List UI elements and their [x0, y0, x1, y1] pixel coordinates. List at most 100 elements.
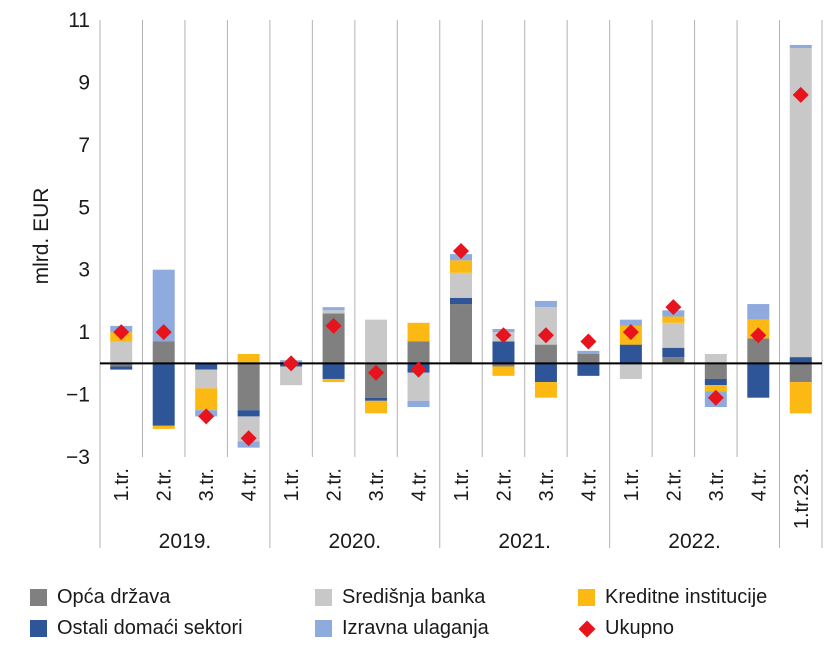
- y-tick-labels: −3 −1 1 3 5 7 9 11: [66, 9, 90, 469]
- legend-item-ukupno: Ukupno: [578, 617, 674, 640]
- bar-segment: [237, 410, 260, 417]
- legend-label: Središnja banka: [342, 586, 486, 608]
- group-label: 2022.: [668, 530, 721, 553]
- bar-segment: [789, 48, 812, 358]
- legend-swatch: [30, 589, 47, 606]
- bar-segment: [407, 400, 430, 408]
- bar-segment: [152, 363, 175, 426]
- legend-swatch: [30, 620, 47, 637]
- x-tick-label: 4.tr.: [409, 468, 431, 501]
- bar-segment: [492, 366, 515, 376]
- total-marker: [240, 430, 257, 447]
- x-tick-label: 1.tr.: [621, 468, 643, 501]
- legend-item-ostali-domaci-sektori: Ostali domaći sektori: [30, 617, 243, 640]
- bar-segment: [407, 372, 430, 401]
- legend-item-izravna-ulaganja: Izravna ulaganja: [315, 617, 489, 640]
- bar-segment: [110, 341, 133, 364]
- group-labels: 2019. 2020. 2021. 2022.: [159, 530, 721, 553]
- category-separators: [99, 20, 823, 548]
- bar-segment: [450, 304, 472, 364]
- total-marker: [580, 333, 597, 350]
- total-marker: [368, 364, 385, 381]
- bar-segment: [195, 363, 218, 370]
- bar-segment: [577, 353, 600, 364]
- legend-label: Ostali domaći sektori: [57, 617, 243, 639]
- bar-segment: [619, 363, 642, 379]
- bar-segment: [619, 319, 642, 326]
- bar-segment: [407, 341, 430, 364]
- bar-segment: [789, 357, 812, 364]
- legend-swatch: [315, 620, 332, 637]
- bar-segment: [577, 363, 600, 376]
- bar-segment: [237, 353, 260, 364]
- bar-segment: [619, 344, 642, 364]
- bars: [110, 44, 812, 448]
- legend-label: Kreditne institucije: [605, 586, 768, 608]
- group-label: 2019.: [159, 530, 212, 553]
- total-marker: [155, 324, 172, 341]
- bar-segment: [450, 297, 472, 305]
- bar-segment: [152, 269, 175, 342]
- bar-segment: [152, 425, 175, 429]
- bar-segment: [704, 363, 727, 379]
- legend-swatch: [315, 589, 332, 606]
- x-tick-label: 1.tr.: [451, 468, 473, 501]
- bar-segment: [577, 350, 600, 354]
- bar-segment: [704, 385, 727, 392]
- legend-swatch: [578, 589, 595, 606]
- bar-segment: [237, 416, 260, 442]
- bar-segment: [747, 338, 770, 364]
- y-tick-label: 9: [78, 71, 90, 94]
- bar-segment: [322, 310, 345, 314]
- x-tick-label: 2.tr.: [493, 468, 515, 501]
- legend-item-kreditne-institucije: Kreditne institucije: [578, 586, 767, 609]
- legend-label: Izravna ulaganja: [342, 617, 489, 639]
- x-tick-label: 3.tr.: [536, 468, 558, 501]
- bar-segment: [492, 363, 515, 367]
- x-tick-label: 4.tr.: [748, 468, 770, 501]
- bar-segment: [534, 344, 557, 364]
- bar-segment: [322, 363, 345, 379]
- bar-segment: [662, 347, 685, 358]
- total-marker: [707, 389, 724, 406]
- bar-segment: [789, 363, 812, 383]
- x-tick-label: 2.tr.: [324, 468, 346, 501]
- x-tick-label: 4.tr.: [239, 468, 261, 501]
- bar-segment: [407, 322, 430, 342]
- y-tick-label: 11: [68, 9, 90, 32]
- total-marker: [325, 317, 342, 334]
- total-marker: [792, 86, 809, 103]
- total-marker: [198, 408, 215, 425]
- total-marker: [113, 324, 130, 341]
- bar-segment: [534, 300, 557, 308]
- bar-segment: [747, 363, 770, 398]
- x-tick-label: 4.tr.: [578, 468, 600, 501]
- x-tick-label: 3.tr.: [706, 468, 728, 501]
- total-marker: [495, 327, 512, 344]
- total-markers: [113, 86, 809, 447]
- bar-segment: [450, 260, 472, 273]
- y-tick-label: −3: [66, 446, 90, 469]
- total-marker: [283, 355, 300, 372]
- bar-segment: [110, 363, 133, 367]
- y-tick-label: 7: [78, 134, 90, 157]
- legend: Opća država Ostali domaći sektori Središ…: [30, 586, 830, 648]
- bar-segment: [195, 369, 218, 389]
- bar-segment: [450, 272, 472, 298]
- y-tick-label: 5: [78, 196, 90, 219]
- bar-segment: [662, 316, 685, 323]
- total-marker: [410, 361, 427, 378]
- bar-segment: [534, 382, 557, 398]
- bar-segment: [534, 363, 557, 383]
- legend-label: Opća država: [57, 586, 171, 608]
- bar-segment: [237, 363, 260, 411]
- legend-item-opca-drzava: Opća država: [30, 586, 170, 609]
- x-tick-label: 3.tr.: [196, 468, 218, 501]
- bar-segment: [110, 366, 133, 370]
- total-marker: [665, 299, 682, 316]
- bar-segment: [492, 341, 515, 364]
- x-tick-label: 2.tr.: [663, 468, 685, 501]
- bar-segment: [662, 322, 685, 348]
- x-tick-label: 1.tr.: [281, 468, 303, 501]
- total-marker: [537, 327, 554, 344]
